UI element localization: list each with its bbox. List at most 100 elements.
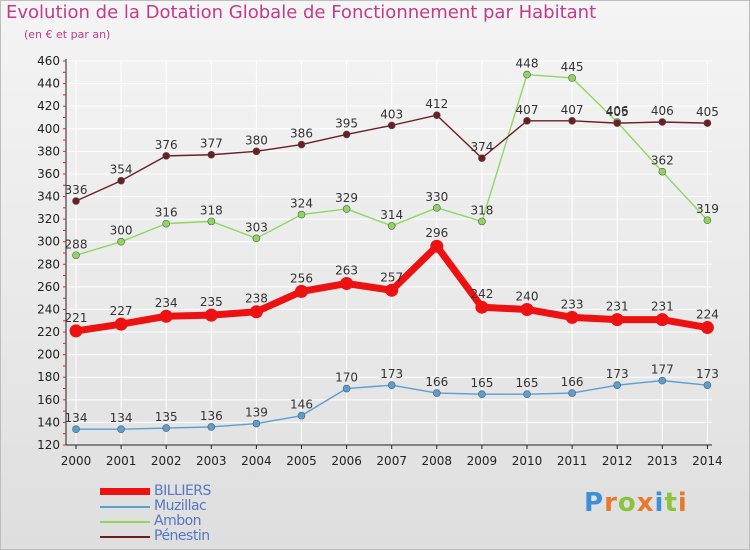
data-label-muzillac: 135 — [155, 410, 178, 424]
data-label-pnestin: 377 — [200, 137, 223, 151]
data-point-pnestin — [568, 117, 576, 125]
data-label-ambon: 318 — [470, 203, 493, 217]
data-point-pnestin — [703, 119, 712, 127]
data-label-muzillac: 173 — [380, 367, 403, 381]
data-label-pnestin: 380 — [245, 133, 268, 147]
y-tick-label: 440 — [37, 77, 60, 91]
data-label-billiers: 256 — [290, 271, 313, 285]
y-tick-label: 160 — [37, 393, 60, 407]
data-label-pnestin: 374 — [470, 140, 493, 154]
data-label-ambon: 406 — [606, 104, 629, 118]
data-point-billiers — [204, 308, 218, 322]
data-label-ambon: 318 — [200, 203, 223, 217]
data-point-muzillac — [252, 419, 261, 428]
data-label-muzillac: 139 — [245, 406, 268, 420]
y-tick-label: 380 — [37, 144, 60, 158]
x-tick-label: 2000 — [61, 454, 92, 468]
data-point-muzillac — [658, 376, 667, 385]
data-label-ambon: 448 — [516, 57, 539, 71]
axes: 120 140 160 180 200 220 240 260 280 300 320 340 360 3… — [37, 54, 723, 468]
data-label-billiers: 224 — [696, 308, 719, 322]
data-point-pnestin — [342, 130, 351, 139]
data-labels: 221 227 234 235 238 256 263 257 296 242 240 233 231 2… — [65, 57, 719, 426]
data-point-pnestin — [117, 176, 125, 185]
legend-label: BILLIERS — [154, 483, 211, 499]
data-label-pnestin: 376 — [155, 138, 178, 152]
x-tick-label: 2008 — [422, 454, 453, 468]
data-label-billiers: 231 — [606, 300, 629, 314]
data-point-muzillac — [703, 381, 712, 389]
x-tick-label: 2004 — [241, 454, 272, 468]
x-tick-label: 2014 — [692, 454, 723, 468]
data-point-billiers — [655, 313, 669, 327]
x-tick-label: 2013 — [647, 454, 678, 468]
y-tick-label: 240 — [37, 302, 60, 316]
data-point-pnestin — [478, 154, 486, 162]
x-tick-label: 2005 — [286, 454, 317, 468]
data-point-ambon — [207, 217, 216, 226]
data-point-pnestin — [162, 152, 170, 160]
data-label-ambon: 329 — [335, 191, 358, 205]
data-point-pnestin — [72, 197, 80, 205]
data-point-muzillac — [613, 381, 622, 389]
data-label-muzillac: 146 — [290, 398, 313, 412]
data-point-pnestin — [432, 111, 441, 120]
y-tick-label: 320 — [37, 212, 60, 226]
data-label-ambon: 445 — [561, 60, 584, 74]
data-label-muzillac: 166 — [561, 375, 584, 389]
data-label-ambon: 362 — [651, 154, 674, 168]
data-label-ambon: 330 — [425, 190, 448, 204]
data-point-pnestin — [613, 119, 622, 127]
x-tick-label: 2012 — [602, 454, 633, 468]
data-label-pnestin: 407 — [516, 103, 539, 117]
legend-swatch — [100, 488, 150, 495]
data-label-ambon: 300 — [110, 224, 133, 238]
data-point-muzillac — [162, 424, 170, 432]
data-label-billiers: 227 — [110, 304, 133, 318]
data-point-muzillac — [478, 390, 486, 398]
logo-letter: i — [654, 488, 665, 518]
data-label-muzillac: 170 — [335, 371, 358, 385]
legend-swatch — [100, 506, 150, 508]
data-label-muzillac: 177 — [651, 363, 674, 377]
data-label-muzillac: 173 — [606, 367, 629, 381]
chart-title: Evolution de la Dotation Globale de Fonc… — [6, 2, 597, 23]
data-point-billiers — [385, 283, 399, 297]
logo-letter: i — [677, 488, 688, 518]
data-point-billiers — [340, 276, 354, 290]
data-label-pnestin: 406 — [651, 104, 674, 118]
x-tick-label: 2007 — [376, 454, 407, 468]
y-tick-label: 460 — [37, 54, 60, 68]
legend-label: Pénestin — [154, 528, 210, 544]
data-label-muzillac: 173 — [696, 367, 719, 381]
data-label-billiers: 257 — [380, 270, 403, 284]
data-point-muzillac — [117, 425, 125, 433]
data-label-billiers: 235 — [200, 295, 223, 309]
y-tick-label: 300 — [37, 235, 60, 249]
x-tick-label: 2009 — [467, 454, 498, 468]
data-label-ambon: 314 — [380, 208, 403, 222]
legend-swatch — [100, 521, 150, 523]
data-point-muzillac — [72, 425, 80, 433]
series-lines — [69, 70, 714, 433]
data-label-pnestin: 403 — [380, 107, 403, 121]
data-label-pnestin: 336 — [65, 183, 88, 197]
data-label-billiers: 221 — [65, 311, 88, 325]
data-label-pnestin: 407 — [561, 103, 584, 117]
data-point-muzillac — [207, 423, 216, 431]
data-point-billiers — [295, 284, 308, 298]
data-label-pnestin: 354 — [110, 163, 133, 177]
data-label-muzillac: 136 — [200, 409, 223, 423]
logo-letter: P — [584, 488, 605, 518]
y-tick-label: 260 — [37, 280, 60, 294]
data-label-pnestin: 412 — [425, 97, 448, 111]
data-label-muzillac: 166 — [425, 375, 448, 389]
proxiti-logo: Proxiti — [584, 488, 688, 518]
y-tick-label: 200 — [37, 348, 60, 362]
y-tick-label: 340 — [37, 190, 60, 204]
y-tick-label: 420 — [37, 99, 60, 113]
data-point-billiers — [700, 321, 714, 335]
logo-letter: r — [604, 488, 618, 518]
y-tick-label: 180 — [37, 370, 60, 384]
data-point-ambon — [703, 216, 712, 225]
